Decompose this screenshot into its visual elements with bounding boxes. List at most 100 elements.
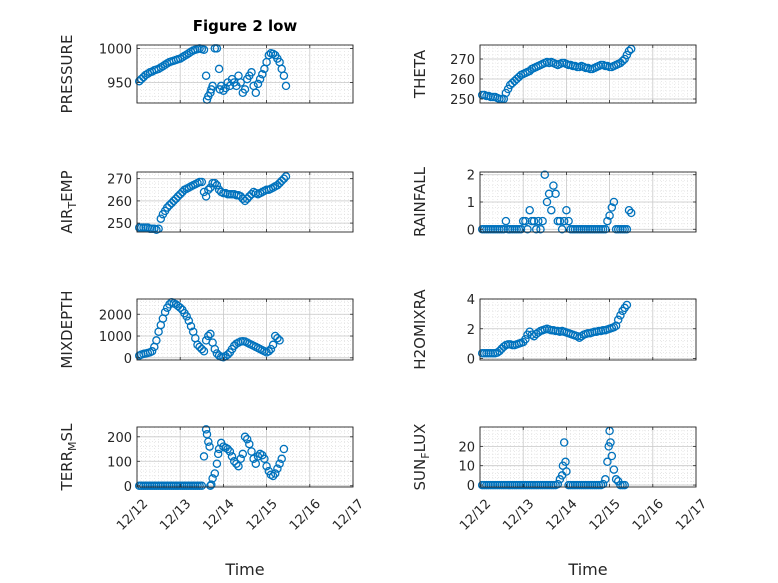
data-point bbox=[156, 214, 166, 223]
data-point bbox=[184, 48, 194, 58]
data-point bbox=[275, 336, 284, 345]
data-point bbox=[210, 344, 220, 354]
data-point bbox=[279, 71, 289, 80]
data-point bbox=[499, 225, 509, 234]
data-point bbox=[516, 225, 526, 234]
y-axis-label: MIXDEPTH bbox=[58, 290, 76, 368]
series-markers bbox=[134, 298, 284, 362]
data-point bbox=[562, 205, 571, 215]
series-markers bbox=[477, 300, 632, 358]
axes-frame bbox=[479, 298, 697, 361]
x-axis-label-right: Time bbox=[567, 560, 607, 579]
data-point bbox=[249, 454, 258, 464]
y-axis-label: PRESSURE bbox=[58, 35, 76, 114]
data-point bbox=[156, 63, 166, 72]
data-point bbox=[544, 189, 554, 199]
data-point bbox=[186, 321, 196, 331]
x-tick-label: 12/17 bbox=[673, 497, 710, 534]
x-tick-label: 12/16 bbox=[287, 497, 324, 534]
data-point bbox=[182, 312, 191, 321]
data-point bbox=[175, 189, 185, 199]
data-point bbox=[495, 346, 504, 356]
data-point bbox=[199, 347, 209, 356]
subplot-mixdepth: 0 1000 2000 MIXDEPTH bbox=[58, 290, 354, 369]
data-point bbox=[525, 205, 534, 215]
data-point bbox=[503, 84, 513, 94]
data-point bbox=[501, 216, 511, 226]
subplot-theta: 250 260 270 THETA bbox=[411, 44, 697, 108]
series-markers bbox=[134, 44, 291, 104]
x-axis-label-left: Time bbox=[224, 560, 264, 579]
data-point bbox=[521, 216, 530, 226]
data-point bbox=[622, 225, 632, 234]
data-point bbox=[225, 447, 235, 456]
data-point bbox=[165, 300, 174, 309]
data-point bbox=[264, 50, 274, 60]
data-point bbox=[143, 69, 153, 78]
data-point bbox=[273, 333, 282, 343]
data-point bbox=[611, 475, 621, 484]
data-point bbox=[193, 340, 202, 350]
data-point bbox=[204, 437, 213, 446]
data-point bbox=[279, 444, 289, 454]
y-tick-label: 950 bbox=[107, 77, 132, 92]
data-point bbox=[247, 68, 256, 77]
data-point bbox=[622, 50, 632, 60]
data-point bbox=[212, 181, 222, 190]
data-point bbox=[281, 81, 291, 91]
data-point bbox=[245, 439, 254, 449]
x-tick-label: 12/13 bbox=[500, 497, 537, 534]
data-point bbox=[270, 331, 280, 341]
data-point bbox=[607, 451, 617, 461]
x-tick-label: 12/15 bbox=[587, 497, 624, 534]
data-point bbox=[160, 307, 170, 317]
data-point bbox=[531, 225, 541, 234]
x-tick-label: 12/15 bbox=[244, 497, 281, 534]
data-point bbox=[605, 211, 614, 220]
data-point bbox=[236, 78, 245, 87]
data-point bbox=[152, 336, 161, 345]
data-point bbox=[197, 177, 207, 187]
axes-frame bbox=[479, 44, 697, 104]
data-point bbox=[227, 452, 237, 461]
y-tick-label: 0 bbox=[467, 353, 475, 368]
data-point bbox=[523, 225, 532, 234]
data-point bbox=[616, 311, 625, 320]
data-point bbox=[273, 181, 282, 190]
data-point bbox=[609, 197, 619, 207]
data-point bbox=[247, 189, 256, 199]
subplot-h2omixra: 0 2 4 H2OMIXRA bbox=[411, 289, 697, 370]
data-point bbox=[240, 432, 250, 442]
y-tick-label: 1000 bbox=[99, 330, 132, 345]
x-tick-label: 12/12 bbox=[457, 497, 494, 534]
subplot-pressure: 950 1000 PRESSURE bbox=[58, 35, 354, 114]
data-point bbox=[184, 316, 194, 326]
y-tick-label: 20 bbox=[458, 440, 475, 455]
data-point bbox=[601, 225, 610, 234]
y-tick-label: 1 bbox=[467, 196, 475, 211]
data-point bbox=[197, 481, 207, 491]
data-point bbox=[536, 225, 545, 234]
x-tick-label: 12/16 bbox=[630, 497, 667, 534]
y-tick-label: 2 bbox=[467, 169, 475, 184]
y-tick-label: 250 bbox=[107, 217, 132, 232]
y-tick-label: 2 bbox=[467, 323, 475, 338]
y-tick-label: 260 bbox=[107, 195, 132, 210]
data-point bbox=[529, 216, 539, 226]
data-point bbox=[213, 449, 223, 459]
data-point bbox=[160, 60, 170, 70]
data-point bbox=[534, 216, 543, 226]
subplot-air_temp: 250 260 270 AIRTEMP bbox=[58, 170, 354, 235]
data-point bbox=[553, 479, 563, 489]
data-point bbox=[210, 178, 220, 188]
data-point bbox=[223, 444, 232, 454]
y-tick-label: 0 bbox=[467, 223, 475, 238]
data-point bbox=[178, 53, 187, 62]
data-point bbox=[210, 469, 220, 478]
data-point bbox=[240, 85, 250, 94]
y-tick-label: 0 bbox=[467, 479, 475, 494]
data-point bbox=[206, 481, 215, 491]
data-point bbox=[606, 438, 615, 447]
data-point bbox=[273, 464, 282, 473]
